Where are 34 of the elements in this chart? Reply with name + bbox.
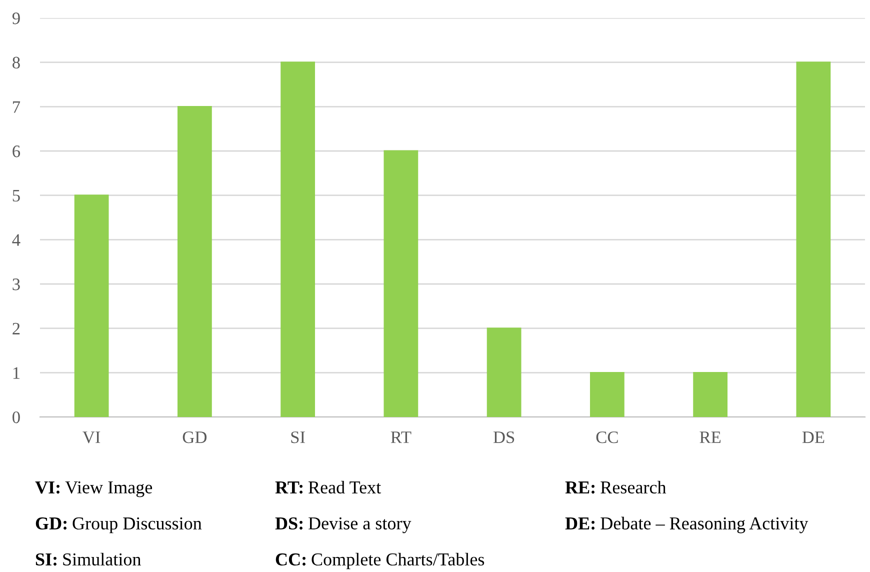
y-tick-label: 9	[12, 12, 20, 24]
y-tick-label: 4	[12, 234, 20, 246]
bar	[177, 106, 212, 417]
text: RT: Read Text	[275, 480, 382, 494]
bar	[693, 372, 728, 417]
text: RE: Research	[565, 480, 666, 494]
y-tick-label: 6	[12, 146, 20, 158]
text: GD: Group Discussion	[36, 517, 202, 534]
bar	[796, 62, 831, 417]
bar	[486, 328, 522, 417]
y-tick-label: 1	[13, 367, 20, 379]
x-tick-label: DE	[802, 432, 824, 443]
text: CC: Complete Charts/Tables	[276, 552, 484, 570]
x-tick-label: GD	[182, 431, 207, 444]
x-tick-label: RT	[390, 432, 412, 443]
bar	[590, 372, 624, 417]
y-tick-label: 7	[13, 101, 20, 113]
bar	[74, 194, 109, 417]
y-tick-label: 0	[12, 411, 20, 424]
y-tick-label: 8	[12, 56, 20, 69]
text: DS: Devise a story	[275, 517, 412, 534]
x-tick-label: DS	[493, 431, 514, 444]
text: DE: Debate – Reasoning Activity	[565, 516, 808, 534]
x-tick-label: VI	[82, 432, 100, 444]
y-tick-label: 3	[12, 278, 20, 290]
x-tick-label: CC	[596, 431, 618, 444]
bar	[384, 150, 418, 417]
text: SI: Simulation	[36, 552, 141, 566]
x-tick-label: SI	[291, 431, 305, 444]
y-tick-label: 5	[12, 190, 20, 202]
text: VI: View Image	[35, 481, 152, 498]
x-tick-label: RE	[700, 432, 721, 443]
y-tick-label: 2	[12, 322, 20, 334]
bar	[280, 62, 316, 417]
